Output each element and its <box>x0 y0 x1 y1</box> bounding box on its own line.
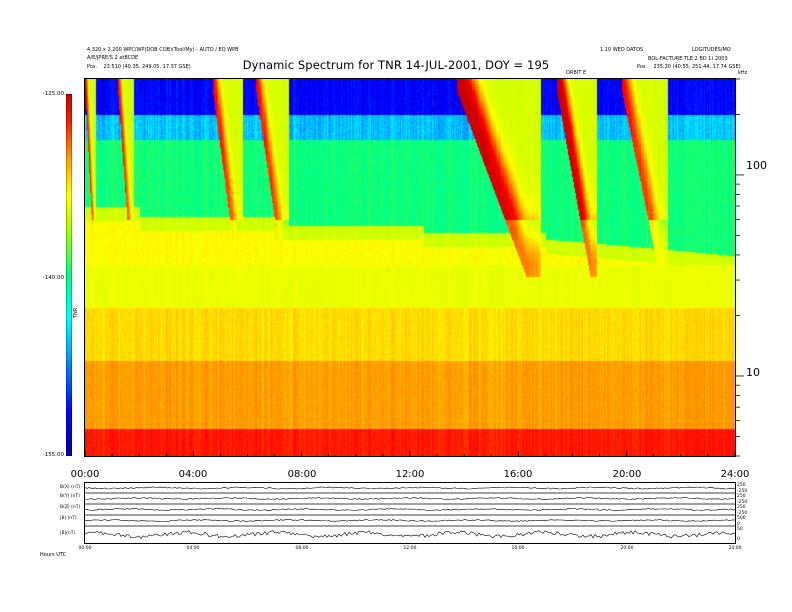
magnetometer-trace <box>84 486 735 490</box>
colorbar-tick-bottom: -155.00 <box>42 452 64 458</box>
header-left-pos-value: 23.510 (40.35, 249.05, 17.37 GSE) <box>103 64 191 70</box>
panel-label-bmag: |B| (nT) <box>60 516 77 521</box>
header-right-line3: BOL-FACTURE TLE 2 BD 1) 2003 <box>648 56 728 62</box>
panel-right-bz-max: 250 <box>737 505 746 510</box>
top-marker-label: ORBIT E <box>566 70 587 76</box>
header-right-pos-prefix: Pos. <box>637 64 648 70</box>
header-right-pos-value: 235.30 (40.55, 251.44, 17.74 GSE) <box>653 64 741 70</box>
chart-title: Dynamic Spectrum for TNR 14-JUL-2001, DO… <box>242 58 550 72</box>
lower-panel-border <box>84 482 736 544</box>
panel-right-bx-min: -250 <box>737 489 748 494</box>
colorbar-tick-mid: -140.00 <box>42 275 64 281</box>
panel-label-bmag2: |B|(nT) <box>60 531 76 536</box>
panel-label-by: B(Y) (nT) <box>60 494 80 499</box>
header-left-pos-prefix: Pos. <box>87 64 98 70</box>
lower-time-tick-3: 12:00 <box>403 546 417 551</box>
time-tick-1: 04:00 <box>178 469 208 480</box>
header-right-line1: 1.10 WED DATOS <box>600 47 644 53</box>
lower-time-tick-6: 24:00 <box>728 546 742 551</box>
time-tick-6: 24:00 <box>720 469 750 480</box>
colorbar <box>66 94 72 456</box>
header-left-line1: 4.320 x 2.200 WPC/WP(DOB COB)(Tool/My) -… <box>87 47 239 53</box>
header-left-line2: A/E/JPRE/S 2 atBCDE <box>87 55 139 61</box>
spectrogram-frame <box>84 78 744 457</box>
spectrogram-border <box>84 78 736 457</box>
time-tick-4: 16:00 <box>503 469 533 480</box>
time-tick-5: 20:00 <box>612 469 642 480</box>
time-tick-0: 00:00 <box>70 469 100 480</box>
freq-tick-100: 100 <box>746 159 767 172</box>
panel-right-b-min: 0 <box>737 522 740 527</box>
panel-right-bz-min: -250 <box>737 511 748 516</box>
magnetometer-panels <box>84 482 736 544</box>
freq-tick-10: 10 <box>746 366 760 379</box>
magnetometer-trace <box>84 530 736 539</box>
lower-time-tick-2: 08:00 <box>295 546 309 551</box>
lower-time-tick-4: 16:00 <box>511 546 525 551</box>
colorbar-label: TNR <box>73 307 79 318</box>
panel-right-by-max: 250 <box>737 494 746 499</box>
header-right-line2: LOGITUDES/MO <box>692 47 731 53</box>
magnetometer-trace <box>84 507 736 511</box>
panel-right-b-max: 500 <box>737 516 746 521</box>
time-tick-2: 08:00 <box>287 469 317 480</box>
colorbar-tick-top: -125.00 <box>42 91 64 97</box>
panel-right-by-min: -250 <box>737 500 748 505</box>
frequency-axis-ticks <box>84 78 744 457</box>
frequency-unit-label: kHz <box>738 70 748 76</box>
magnetometer-trace <box>84 519 736 523</box>
magnetometer-traces <box>84 486 736 539</box>
panel-right-b2-min: 0 <box>737 537 740 542</box>
panel-right-bx-max: 250 <box>737 483 746 488</box>
magnetometer-trace <box>84 497 736 501</box>
lower-time-tick-5: 20:00 <box>620 546 634 551</box>
lower-footer-label: Hours UTC <box>40 552 67 558</box>
panel-label-bx: B(X) (nT) <box>60 485 81 490</box>
spectrogram-heatmap <box>85 79 735 456</box>
panel-label-bz: B(Z) (nT) <box>60 505 81 510</box>
lower-time-tick-0: 00:00 <box>78 546 92 551</box>
panel-right-b2-max: 50 <box>737 527 743 532</box>
header-right-line4: Pos. 235.30 (40.55, 251.44, 17.74 GSE) <box>637 64 741 70</box>
lower-time-tick-1: 04:00 <box>186 546 200 551</box>
header-left-line3: Pos. 23.510 (40.35, 249.05, 17.37 GSE) <box>87 64 191 70</box>
time-tick-3: 12:00 <box>395 469 425 480</box>
